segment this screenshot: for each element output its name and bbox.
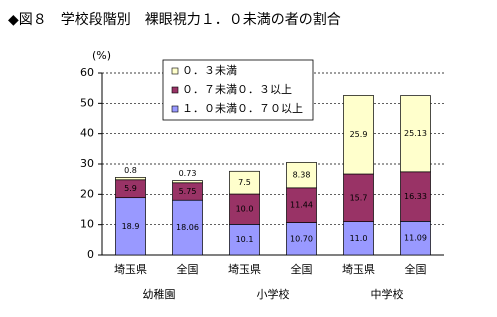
group-label: 中学校 xyxy=(371,287,404,301)
bar-segment xyxy=(172,199,203,256)
value-label: 10.0 xyxy=(236,205,254,214)
chart-title: ◆図８ 学校段階別 裸眼視力１．０未満の者の割合 xyxy=(8,11,341,28)
legend-label: ０．７未満０．３以上 xyxy=(182,83,292,96)
bar-segment xyxy=(286,222,317,256)
legend-box xyxy=(162,59,314,121)
value-label: 5.9 xyxy=(124,184,137,193)
value-label: 11.09 xyxy=(404,234,427,243)
legend-swatch xyxy=(171,67,179,75)
group-label: 幼稚園 xyxy=(143,288,176,301)
x-tick-label: 埼玉県 xyxy=(342,262,375,276)
value-label: 11.0 xyxy=(350,234,368,243)
bar-segment xyxy=(172,180,203,184)
bar-segment xyxy=(400,171,431,222)
legend-label: １．０未満０．７０以上 xyxy=(182,102,303,115)
bar-segment xyxy=(286,187,317,223)
x-tick-label: 埼玉県 xyxy=(228,262,261,276)
bar-segment xyxy=(343,95,374,175)
bar-segment xyxy=(229,193,260,225)
bar-segment xyxy=(229,224,260,256)
bar-segment xyxy=(229,170,260,195)
value-label: 10.70 xyxy=(290,234,313,243)
y-tick-label: 30 xyxy=(80,157,94,170)
legend-swatch xyxy=(171,86,179,94)
value-label: 0.73 xyxy=(179,169,197,178)
y-axis-label: (%) xyxy=(92,49,111,62)
x-tick-label: 全国 xyxy=(177,262,199,276)
x-tick-label: 埼玉県 xyxy=(114,262,147,276)
value-label: 18.9 xyxy=(122,222,140,231)
legend-label: ０．３未満 xyxy=(182,64,237,77)
x-tick-label: 全国 xyxy=(291,262,313,276)
value-label: 0.8 xyxy=(124,166,137,175)
legend-swatch xyxy=(171,105,179,113)
bar-segment xyxy=(115,197,146,256)
bar-segment xyxy=(400,95,431,173)
value-label: 10.1 xyxy=(236,235,254,244)
value-label: 16.33 xyxy=(404,192,427,201)
value-label: 18.06 xyxy=(176,223,199,232)
bar-segment xyxy=(115,176,146,181)
value-label: 8.38 xyxy=(293,171,311,180)
bar-segment xyxy=(343,173,374,222)
bar-segment xyxy=(286,162,317,189)
y-tick-label: 40 xyxy=(80,127,94,140)
x-tick-label: 全国 xyxy=(405,262,427,276)
y-tick-label: 60 xyxy=(80,66,94,79)
value-label: 11.44 xyxy=(290,201,313,210)
value-label: 5.75 xyxy=(179,187,197,196)
value-label: 25.13 xyxy=(404,129,427,138)
y-tick-label: 50 xyxy=(80,96,94,109)
bar-segment xyxy=(400,221,431,256)
value-label: 15.7 xyxy=(350,193,368,202)
y-tick-label: 10 xyxy=(80,218,94,231)
y-tick-label: 20 xyxy=(80,187,94,200)
group-label: 小学校 xyxy=(257,287,290,301)
value-label: 25.9 xyxy=(350,130,368,139)
y-tick-label: 0 xyxy=(87,248,94,261)
value-label: 7.5 xyxy=(238,178,251,187)
